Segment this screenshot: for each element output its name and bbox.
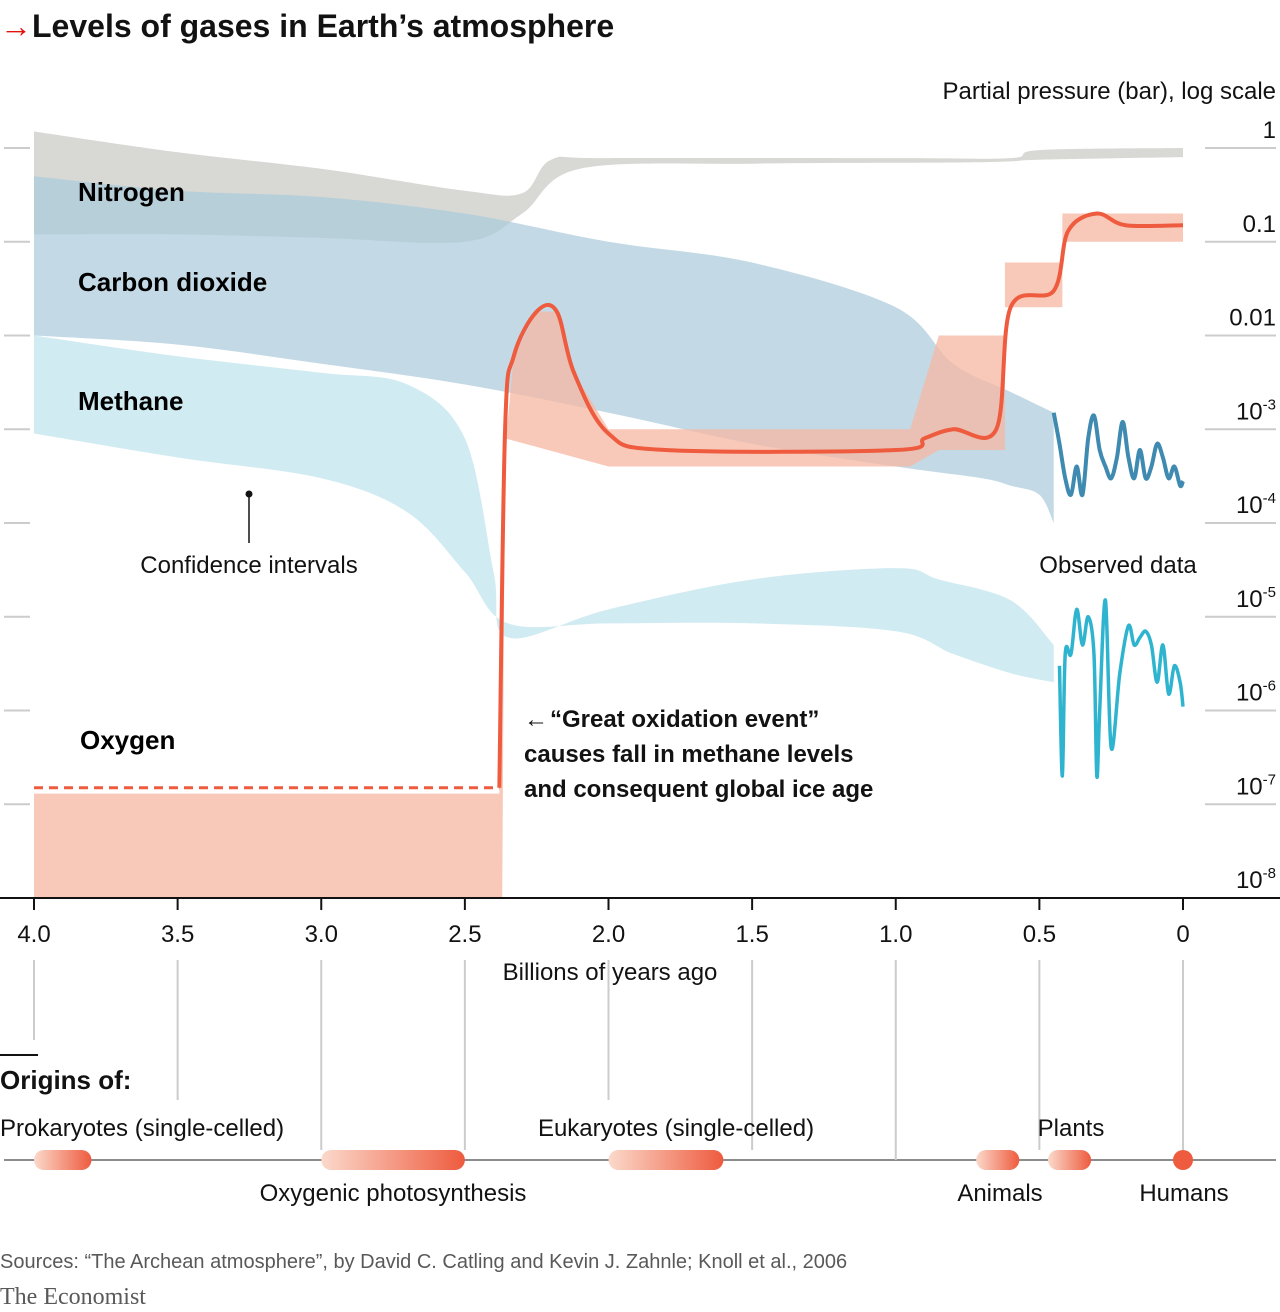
chart-title: Levels of gases in Earth’s atmosphere (32, 8, 614, 44)
x-tick-label-1: 3.5 (161, 921, 194, 948)
origin-marker-5 (1173, 1150, 1193, 1170)
x-tick-label-8: 0 (1176, 921, 1189, 948)
brand-logo: The Economist (0, 1284, 146, 1310)
band-oxygen (34, 213, 1183, 898)
y-tick-labels: 1 0.1 0.01 10-3 10-4 10-5 10-6 10-7 10-8 (1229, 117, 1276, 894)
origin-events: Prokaryotes (single-celled) Oxygenic phot… (0, 960, 1229, 1207)
x-tick-label-2: 3.0 (305, 921, 338, 948)
y-tick-label-8: 10-8 (1236, 865, 1276, 894)
origin-label-5: Humans (1139, 1180, 1228, 1207)
x-axis-label: Billions of years ago (503, 959, 718, 986)
origin-marker-4 (1047, 1150, 1092, 1170)
annotation-arrow-icon: ← (524, 706, 548, 733)
annotation-line-1: “Great oxidation event” (550, 706, 819, 733)
y-tick-label-6: 10-6 (1236, 678, 1276, 707)
origin-marker-2 (608, 1150, 724, 1170)
sources-note: Sources: “The Archean atmosphere”, by Da… (0, 1251, 847, 1273)
x-tick-label-7: 0.5 (1023, 921, 1056, 948)
band-methane (34, 335, 1054, 683)
title-arrow-icon: → (0, 8, 32, 44)
y-tick-label-4: 10-4 (1236, 490, 1276, 519)
label-oxygen: Oxygen (80, 725, 175, 755)
origin-label-3: Animals (957, 1180, 1042, 1207)
observed-data-label: Observed data (1039, 552, 1197, 579)
label-methane: Methane (78, 386, 183, 416)
origin-label-1: Oxygenic photosynthesis (260, 1180, 527, 1207)
confidence-label: Confidence intervals (140, 552, 357, 579)
oxygen-line (497, 211, 1184, 788)
x-tick-label-3: 2.5 (448, 921, 481, 948)
y-tick-label-2: 0.01 (1229, 305, 1276, 332)
x-tick-label-6: 1.0 (879, 921, 912, 948)
series-lines (34, 211, 1185, 790)
annotation-line-2: causes fall in methane levels (524, 741, 854, 768)
y-tick-label-3: 10-3 (1236, 396, 1276, 425)
x-tick-labels: 4.0 3.5 3.0 2.5 2.0 1.5 1.0 0.5 0 (17, 898, 1190, 948)
observed-co2-line (1051, 412, 1185, 497)
origin-label-4: Plants (1038, 1115, 1105, 1142)
y-tick-label-7: 10-7 (1236, 771, 1276, 800)
y-tick-label-0: 1 (1263, 117, 1276, 144)
origin-marker-3 (976, 1150, 1020, 1170)
x-tick-label-0: 4.0 (17, 921, 50, 948)
y-tick-label-1: 0.1 (1243, 211, 1276, 238)
y-tick-label-5: 10-5 (1236, 584, 1276, 613)
origin-marker-0 (34, 1150, 92, 1170)
y-axis-label: Partial pressure (bar), log scale (943, 78, 1276, 105)
origin-label-2: Eukaryotes (single-celled) (538, 1115, 814, 1142)
x-tick-label-5: 1.5 (735, 921, 768, 948)
confidence-callout: Confidence intervals (140, 490, 358, 579)
origin-label-0: Prokaryotes (single-celled) (0, 1115, 284, 1142)
x-tick-label-4: 2.0 (592, 921, 625, 948)
confidence-bands (34, 131, 1183, 898)
label-nitrogen: Nitrogen (78, 177, 185, 207)
annotation-line-3: and consequent global ice age (524, 776, 873, 803)
great-oxidation-annotation: ← “Great oxidation event” causes fall in… (524, 706, 873, 803)
origins-heading: Origins of: (0, 1065, 131, 1095)
label-carbon-dioxide: Carbon dioxide (78, 267, 267, 297)
origin-marker-1 (321, 1150, 465, 1170)
observed-methane-line (1057, 598, 1185, 780)
